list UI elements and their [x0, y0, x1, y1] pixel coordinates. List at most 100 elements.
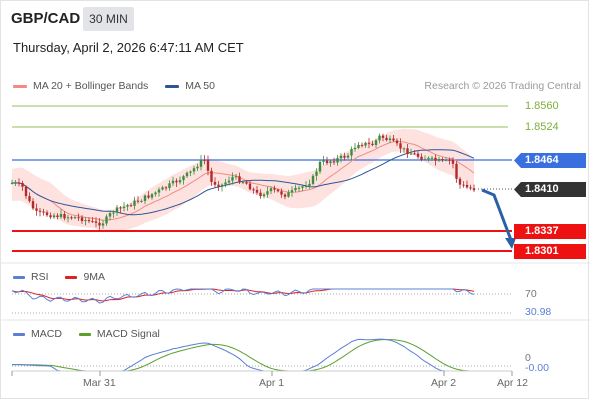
candle-body [406, 148, 409, 155]
candle-body [266, 191, 269, 195]
candle-body [245, 182, 248, 184]
legend-ma20-bb: MA 20 + Bollinger Bands [13, 80, 148, 92]
candle-body [381, 135, 385, 138]
candle-body [196, 166, 199, 169]
candle-body [105, 216, 108, 224]
candle-body [469, 187, 472, 189]
candle-body [24, 186, 28, 197]
candle-body [115, 207, 119, 213]
candle-body [364, 142, 367, 146]
candle-body [126, 205, 129, 207]
candle-body [448, 159, 451, 161]
candle-body [409, 153, 413, 155]
candle-body [427, 157, 430, 160]
candle-body [224, 182, 227, 185]
candle-body [94, 221, 98, 223]
candle-body [374, 140, 378, 146]
x-label-mar31: Mar 31 [83, 377, 116, 389]
legend-swatch [165, 84, 180, 88]
candle-body [150, 194, 154, 198]
candle-body [59, 213, 63, 218]
candle-body [161, 187, 164, 190]
candle-body [164, 187, 168, 189]
candle-body [231, 176, 234, 181]
support-2-label: 1.8301 [514, 244, 586, 259]
timestamp: Thursday, April 2, 2026 6:47:11 AM CET [13, 40, 244, 55]
candle-body [259, 192, 262, 197]
candle-body [462, 184, 465, 186]
research-credit: Research © 2026 Trading Central [424, 80, 581, 92]
candle-body [304, 185, 308, 187]
candle-body [367, 142, 371, 144]
candle-body [357, 144, 360, 148]
candle-body [227, 180, 231, 183]
candle-body [168, 183, 171, 189]
legend-swatch [78, 332, 91, 336]
candle-body [283, 194, 287, 197]
support-1-label: 1.8337 [514, 224, 586, 239]
candle-body [301, 186, 304, 188]
candle-body [56, 215, 59, 218]
candle-body [122, 206, 126, 209]
candle-body [329, 161, 332, 164]
candle-body [350, 149, 353, 156]
candlestick-series [10, 133, 476, 230]
candle-body [91, 221, 94, 223]
candle-body [353, 147, 357, 150]
candle-body [388, 138, 392, 141]
candle-body [52, 215, 56, 218]
candle-body [371, 143, 374, 146]
legend-swatch [65, 275, 78, 279]
candle-body [206, 160, 210, 171]
legend-rsi: RSI [13, 271, 49, 283]
candle-body [392, 138, 395, 141]
candle-body [108, 213, 112, 217]
timeframe-button[interactable]: 30 MIN [83, 7, 134, 31]
candle-body [273, 188, 276, 190]
candle-body [175, 180, 178, 183]
forecast-arrow-head [505, 238, 516, 249]
candle-body [182, 176, 185, 181]
candle-body [255, 189, 259, 193]
candle-body [234, 176, 238, 178]
candle-body [42, 211, 45, 213]
rsi-9ma-line [11, 288, 475, 302]
candle-body [262, 194, 266, 197]
candle-body [21, 182, 24, 187]
chart-header: GBP/CAD 30 MIN [0, 0, 590, 38]
last-price-label: 1.8410 [514, 182, 586, 197]
candle-body [112, 212, 115, 214]
candle-body [98, 222, 101, 226]
candle-body [416, 153, 420, 157]
candle-body [147, 195, 150, 198]
candle-body [28, 196, 31, 202]
candle-body [276, 189, 280, 192]
candle-body [10, 182, 14, 184]
x-label-apr12: Apr 12 [497, 377, 528, 389]
candle-body [434, 157, 437, 161]
candle-body [140, 200, 143, 202]
candle-body [395, 140, 399, 144]
candle-body [87, 220, 91, 222]
candle-body [437, 159, 441, 161]
bollinger-band [12, 128, 474, 232]
candle-body [77, 217, 80, 219]
legend-swatch [13, 84, 27, 88]
candle-body [31, 201, 35, 209]
candle-body [402, 148, 406, 150]
candle-body [14, 182, 17, 184]
rsi-legend: RSI 9MA [13, 271, 119, 283]
candle-body [290, 190, 294, 193]
candle-body [336, 158, 339, 163]
candle-body [413, 153, 416, 155]
candle-body [252, 189, 255, 191]
candle-body [346, 155, 350, 158]
candle-body [318, 161, 322, 172]
candle-body [325, 160, 329, 164]
macd-zero-label: 0 [525, 352, 531, 364]
legend-rsi-9ma: 9MA [65, 271, 105, 283]
candle-body [119, 207, 122, 209]
x-label-apr1: Apr 1 [259, 377, 285, 389]
candle-body [220, 184, 224, 187]
candle-body [84, 220, 87, 222]
